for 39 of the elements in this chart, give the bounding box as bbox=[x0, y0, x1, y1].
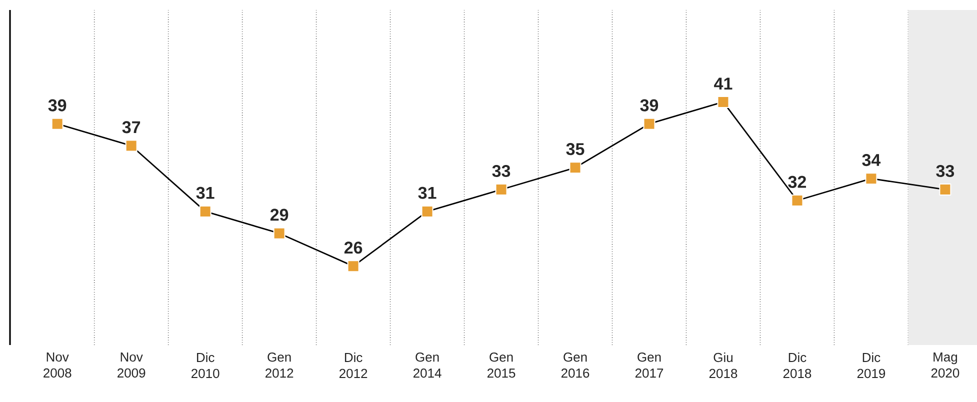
data-label: 41 bbox=[714, 78, 732, 90]
data-label: 31 bbox=[196, 186, 214, 199]
x-tick-label: Dic 2019 bbox=[857, 352, 886, 378]
x-tick-label: Dic 2010 bbox=[192, 352, 220, 378]
point bbox=[273, 227, 286, 240]
data-label: 39 bbox=[640, 99, 658, 112]
x-tick-label: Dic 2018 bbox=[783, 352, 812, 378]
point bbox=[939, 184, 952, 196]
x-tick-label: Gen 2012 bbox=[266, 352, 294, 378]
data-label: 37 bbox=[122, 121, 140, 134]
point bbox=[51, 118, 64, 130]
x-tick-label: Dic 2012 bbox=[339, 352, 368, 378]
point bbox=[569, 162, 582, 174]
data-label: 33 bbox=[492, 164, 510, 178]
x-tick-label: Giu 2018 bbox=[709, 352, 738, 378]
data-label: 29 bbox=[270, 208, 288, 221]
x-tick-label: Nov 2009 bbox=[118, 352, 146, 378]
x-tick-label: Gen 2015 bbox=[487, 352, 516, 378]
point bbox=[495, 184, 508, 196]
point bbox=[717, 96, 730, 108]
data-label: 39 bbox=[48, 99, 66, 112]
x-tick-label: Mag 2020 bbox=[931, 352, 960, 378]
data-label: 32 bbox=[788, 176, 806, 188]
data-label: 35 bbox=[566, 143, 584, 156]
point bbox=[791, 194, 804, 206]
x-tick-label: Gen 2017 bbox=[635, 352, 664, 378]
point bbox=[125, 140, 138, 152]
point bbox=[347, 260, 360, 272]
point bbox=[421, 205, 434, 218]
point bbox=[643, 118, 656, 130]
data-label: 33 bbox=[936, 164, 954, 178]
point bbox=[199, 205, 212, 218]
data-label: 26 bbox=[344, 242, 362, 254]
x-tick-label: Gen 2016 bbox=[561, 352, 590, 378]
x-tick-label: Gen 2014 bbox=[413, 352, 442, 378]
x-tick-label: Nov 2008 bbox=[44, 352, 72, 378]
data-label: 31 bbox=[418, 186, 436, 199]
point bbox=[865, 172, 878, 185]
data-label: 34 bbox=[862, 154, 881, 166]
